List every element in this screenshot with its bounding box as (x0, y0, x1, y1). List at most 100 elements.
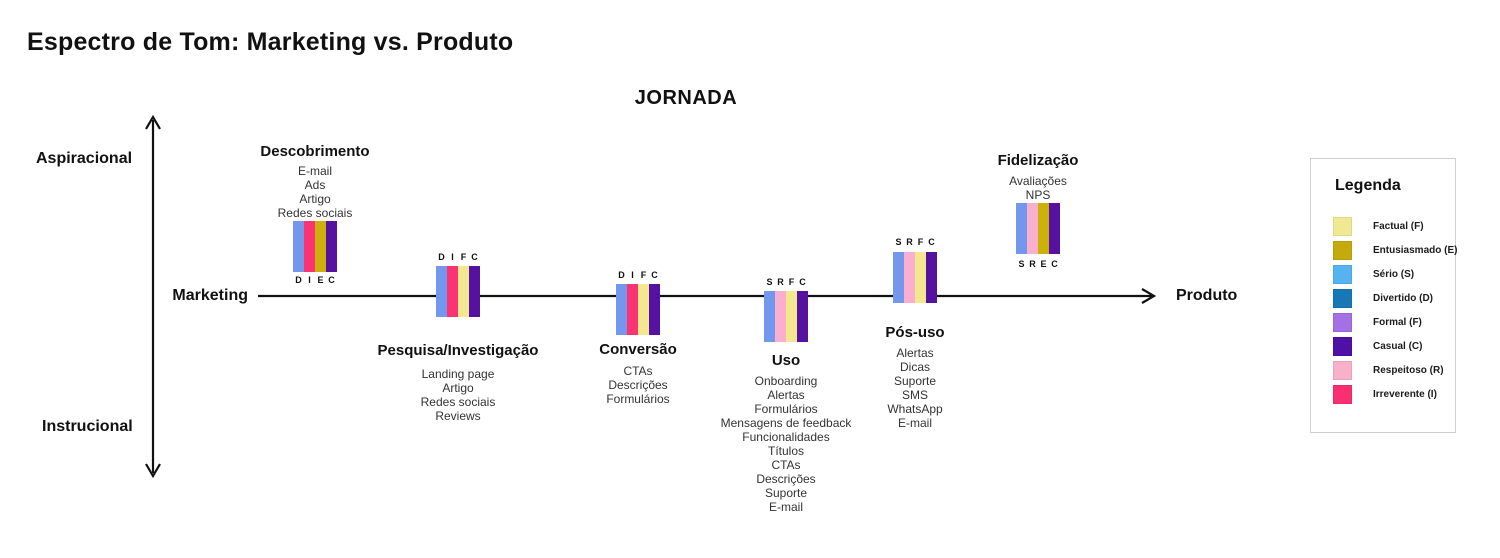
legend-label: Respeitoso (R) (1373, 364, 1444, 376)
legend-swatch-casual (1333, 336, 1352, 356)
legend-items: Factual (F) Entusiasmado (E) Sério (S) D… (1333, 214, 1457, 406)
tone-letter: D (618, 270, 625, 280)
stage-descobrimento-channels: E-mail Ads Artigo Redes sociais (277, 164, 353, 220)
tone-letter: C (799, 277, 806, 287)
tone-letter: S (766, 277, 773, 287)
stage-descobrimento-letters: D I E C (293, 275, 337, 285)
tone-bar (627, 284, 638, 335)
tone-letter: I (631, 270, 634, 280)
tone-letter: C (928, 237, 935, 247)
tone-bar (1016, 203, 1027, 254)
tone-letter: I (308, 275, 311, 285)
tone-bar (797, 291, 808, 342)
tone-letter: C (471, 252, 478, 262)
axis-label-produto: Produto (1176, 287, 1238, 304)
axis-label-marketing: Marketing (172, 287, 248, 304)
tone-bar (786, 291, 797, 342)
stage-pesquisa-letters: D I F C (436, 252, 480, 262)
stage-fidelizacao-letters: S R E C (1016, 259, 1060, 269)
stage-uso-letters: S R F C (764, 277, 808, 287)
stage-pesquisa-bars (436, 266, 480, 317)
tone-bar (469, 266, 480, 317)
legend-item: Divertido (D) (1333, 286, 1457, 310)
tone-letter: E (317, 275, 324, 285)
legend-item: Respeitoso (R) (1333, 358, 1457, 382)
tone-letter: F (917, 237, 924, 247)
arrow-right-icon (1141, 288, 1157, 304)
legend-swatch-entusiasmado (1333, 240, 1352, 260)
stage-fidelizacao-bars (1016, 203, 1060, 254)
tone-bar (458, 266, 469, 317)
legend: Legenda Factual (F) Entusiasmado (E) Sér… (1310, 158, 1457, 433)
stage-fidelizacao-title: Fidelização (997, 152, 1079, 169)
legend-label: Entusiasmado (E) (1373, 244, 1458, 256)
tone-bar (649, 284, 660, 335)
tone-letter: C (651, 270, 658, 280)
legend-item: Entusiasmado (E) (1333, 238, 1457, 262)
page-title: Espectro de Tom: Marketing vs. Produto (27, 28, 514, 56)
stage-descobrimento-bars (293, 221, 337, 272)
legend-swatch-serio (1333, 264, 1352, 284)
legend-item: Sério (S) (1333, 262, 1457, 286)
tone-bar (326, 221, 337, 272)
legend-swatch-respeitoso (1333, 360, 1352, 380)
tone-bar (304, 221, 315, 272)
stage-conversao-letters: D I F C (616, 270, 660, 280)
stage-conversao-title: Conversão (599, 341, 677, 358)
tone-bar (1027, 203, 1038, 254)
arrow-down-icon (145, 463, 161, 479)
tone-bar (904, 252, 915, 303)
legend-label: Irreverente (I) (1373, 388, 1437, 400)
legend-item: Formal (F) (1333, 310, 1457, 334)
tone-bar (638, 284, 649, 335)
tone-bar (915, 252, 926, 303)
legend-item: Irreverente (I) (1333, 382, 1457, 406)
tone-bar (1038, 203, 1049, 254)
axis-label-aspiracional: Aspiracional (36, 150, 133, 167)
stage-descobrimento-title: Descobrimento (260, 143, 370, 160)
legend-label: Casual (C) (1373, 340, 1423, 352)
legend-label: Formal (F) (1373, 316, 1422, 328)
tone-letter: I (451, 252, 454, 262)
tone-letter: S (1018, 259, 1025, 269)
legend-swatch-divertido (1333, 288, 1352, 308)
stage-uso-channels: Onboarding Alertas Formulários Mensagens… (720, 374, 852, 514)
tone-bar (293, 221, 304, 272)
tone-bar (447, 266, 458, 317)
tone-letter: R (906, 237, 913, 247)
legend-swatch-factual (1333, 216, 1352, 236)
stage-pesquisa-title: Pesquisa/Investigação (377, 342, 539, 359)
jornada-title: JORNADA (634, 87, 738, 109)
stage-conversao-channels: CTAs Descrições Formulários (606, 364, 670, 406)
tone-bar (926, 252, 937, 303)
tone-letter: C (328, 275, 335, 285)
stage-pesquisa-channels: Landing page Artigo Redes sociais Review… (420, 367, 496, 423)
tone-bar (893, 252, 904, 303)
tone-bar (1049, 203, 1060, 254)
legend-item: Casual (C) (1333, 334, 1457, 358)
tone-letter: C (1051, 259, 1058, 269)
tone-letter: F (788, 277, 795, 287)
tone-bar (315, 221, 326, 272)
stage-uso-bars (764, 291, 808, 342)
legend-label: Divertido (D) (1373, 292, 1433, 304)
legend-title: Legenda (1335, 177, 1401, 194)
stage-pos-uso-channels: Alertas Dicas Suporte SMS WhatsApp E-mai… (887, 346, 943, 430)
legend-swatch-formal (1333, 312, 1352, 332)
tone-letter: D (295, 275, 302, 285)
stage-fidelizacao-channels: Avaliações NPS (1009, 174, 1067, 202)
legend-label: Factual (F) (1373, 220, 1424, 232)
tone-bar (616, 284, 627, 335)
tone-letter: R (777, 277, 784, 287)
arrow-up-icon (145, 114, 161, 130)
stage-uso-title: Uso (771, 352, 801, 369)
tone-letter: S (895, 237, 902, 247)
tone-letter: D (438, 252, 445, 262)
tone-letter: R (1029, 259, 1036, 269)
stage-pos-uso-bars (893, 252, 937, 303)
tone-bar (436, 266, 447, 317)
stage-pos-uso-title: Pós-uso (885, 324, 945, 341)
axis-label-instrucional: Instrucional (42, 418, 133, 435)
